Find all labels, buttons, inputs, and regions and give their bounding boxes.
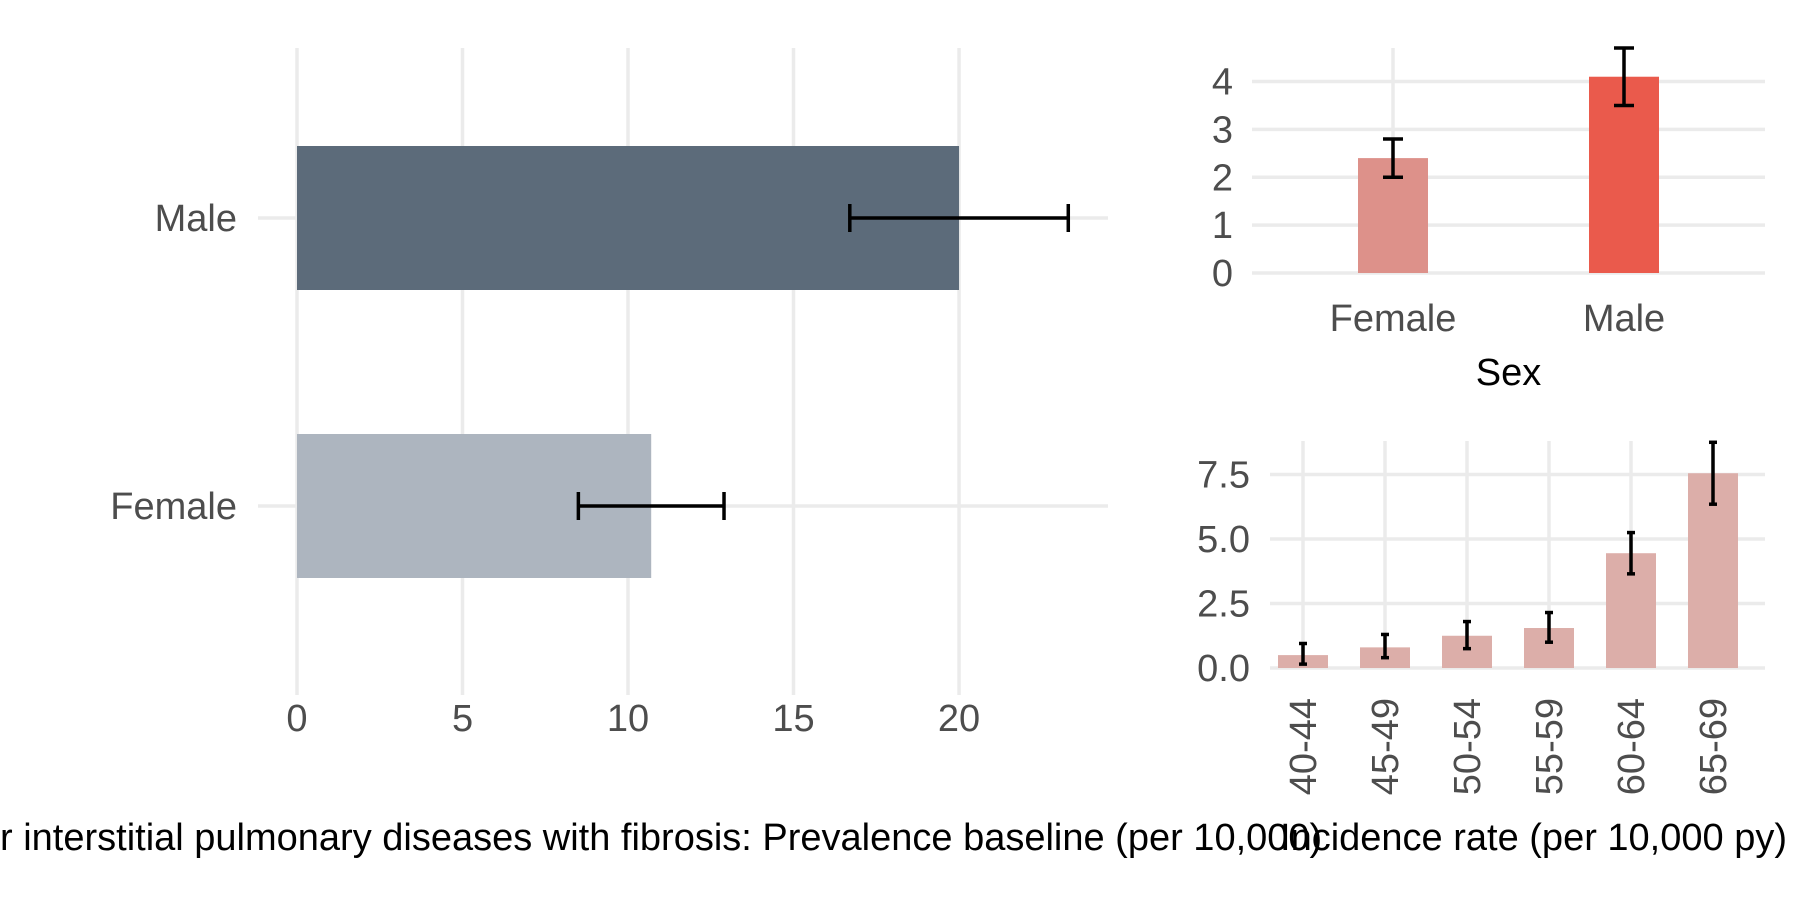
x-tick-label-male: Male: [1583, 298, 1665, 340]
x-tick-label-45-49: 45-49: [1365, 698, 1407, 795]
y-tick-label: 3: [1212, 109, 1233, 151]
incidence-by-age-chart: 0.0 2.5 5.0 7.5 40-44 45-49 50-54 55-59 60-64 65-…: [1197, 440, 1765, 795]
prevalence-by-sex-chart: Female Male 0 5 10 15 20: [110, 48, 1108, 740]
y-tick-label: 1: [1212, 205, 1233, 247]
x-tick-label-65-69: 65-69: [1693, 698, 1735, 795]
incidence-by-sex-chart: 0 1 2 3 4 Female Male Sex: [1212, 46, 1765, 394]
x-tick-label: 20: [938, 698, 980, 740]
x-tick-label-60-64: 60-64: [1611, 698, 1653, 795]
x-tick-label: 0: [286, 698, 307, 740]
y-tick-label-male: Male: [155, 198, 237, 240]
bar-male: [1589, 76, 1659, 273]
x-tick-label-50-54: 50-54: [1447, 698, 1489, 795]
y-tick-label-female: Female: [110, 486, 237, 528]
x-tick-label-female: Female: [1330, 298, 1457, 340]
caption-incidence: Incidence rate (per 10,000 py): [1280, 817, 1787, 859]
y-tick-label: 2.5: [1197, 584, 1250, 626]
y-tick-label: 4: [1212, 62, 1233, 104]
x-axis-title: Sex: [1476, 352, 1541, 394]
y-tick-label: 0: [1212, 253, 1233, 295]
y-tick-label: 5.0: [1197, 519, 1250, 561]
y-tick-label: 2: [1212, 157, 1233, 199]
x-tick-label: 5: [452, 698, 473, 740]
y-tick-label: 0.0: [1197, 648, 1250, 690]
x-tick-label-55-59: 55-59: [1529, 698, 1571, 795]
caption-prevalence: r interstitial pulmonary diseases with f…: [0, 817, 1322, 859]
y-tick-label: 7.5: [1197, 455, 1250, 497]
x-tick-label-40-44: 40-44: [1283, 698, 1325, 795]
x-tick-label: 10: [607, 698, 649, 740]
x-tick-label: 15: [772, 698, 814, 740]
